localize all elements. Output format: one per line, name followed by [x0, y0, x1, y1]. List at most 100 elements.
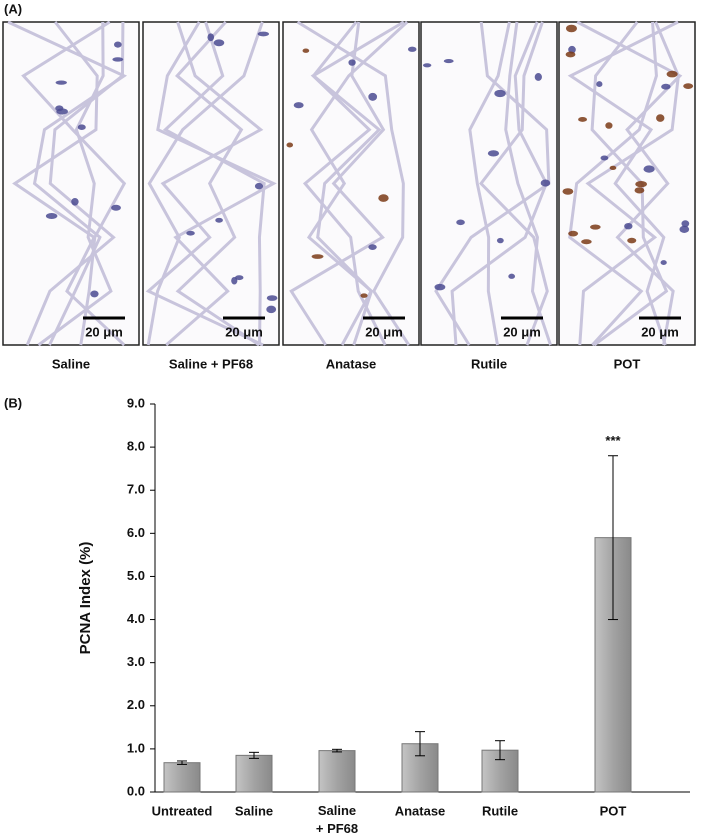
scale-bar-label: 20 μm	[225, 324, 263, 339]
image-caption: Anatase	[326, 356, 377, 371]
x-tick-label: Saline	[235, 803, 273, 818]
nucleus	[565, 51, 576, 58]
bar	[318, 750, 356, 793]
nucleus	[360, 293, 368, 298]
nucleus	[605, 122, 613, 129]
nucleus	[266, 305, 277, 314]
bar	[163, 762, 201, 793]
scale-bar-label: 20 μm	[365, 324, 403, 339]
nucleus	[681, 220, 690, 228]
nucleus	[661, 83, 671, 90]
nucleus	[660, 260, 667, 266]
y-tick-label: 1.0	[127, 740, 145, 755]
tissue	[25, 21, 125, 346]
nucleus	[207, 33, 215, 42]
nucleus	[508, 273, 516, 279]
tissue	[21, 20, 127, 346]
nucleus	[77, 124, 86, 130]
tissue	[37, 21, 113, 347]
tissue	[145, 21, 264, 347]
y-tick-label: 5.0	[127, 568, 145, 583]
tissue	[578, 21, 680, 346]
y-tick-label: 6.0	[127, 525, 145, 540]
tissue	[479, 21, 549, 346]
nucleus	[443, 59, 454, 64]
nucleus	[45, 213, 58, 220]
nucleus	[293, 102, 304, 109]
nucleus	[302, 48, 310, 53]
nucleus	[600, 155, 609, 161]
y-tick-label: 4.0	[127, 611, 145, 626]
image-caption: Rutile	[471, 356, 507, 371]
tissue	[504, 21, 552, 346]
nucleus	[494, 89, 506, 98]
nucleus	[368, 92, 378, 101]
tissue	[296, 20, 411, 346]
nucleus	[679, 225, 690, 233]
nucleus	[422, 63, 432, 68]
nucleus	[286, 142, 294, 148]
y-tick-label: 8.0	[127, 439, 145, 454]
nucleus	[368, 244, 377, 250]
nucleus	[534, 73, 542, 81]
nucleus	[496, 237, 504, 244]
tissue	[468, 21, 511, 346]
panel-label: (B)	[4, 395, 22, 410]
nucleus	[666, 70, 678, 78]
tissue	[162, 21, 266, 346]
tissue	[289, 21, 386, 346]
y-tick-label: 0.0	[127, 783, 145, 798]
nucleus	[609, 165, 617, 171]
x-tick-label: Saline + PF68	[316, 803, 358, 836]
nucleus	[186, 230, 195, 236]
nucleus	[634, 187, 645, 194]
nucleus	[624, 222, 633, 230]
nucleus	[627, 237, 637, 244]
nucleus	[235, 275, 244, 281]
y-axis-label: PCNA Index (%)	[77, 542, 94, 655]
x-tick-label: Untreated	[152, 803, 213, 818]
nucleus	[215, 217, 223, 223]
tissue	[568, 21, 658, 347]
nucleus	[254, 182, 264, 190]
tissue	[146, 21, 264, 346]
scale-bar-label: 20 μm	[85, 324, 123, 339]
nucleus	[596, 81, 603, 88]
nucleus	[55, 105, 64, 112]
tissue	[567, 20, 679, 346]
image-caption: Saline	[52, 356, 90, 371]
y-tick-label: 2.0	[127, 697, 145, 712]
nucleus	[114, 41, 122, 48]
x-tick-label: POT	[600, 803, 627, 818]
nucleus	[55, 80, 67, 85]
nucleus	[540, 179, 551, 187]
nucleus	[257, 31, 270, 37]
nucleus	[578, 116, 587, 122]
nucleus	[71, 197, 79, 206]
y-tick-label: 9.0	[127, 395, 145, 410]
image-caption: POT	[614, 356, 641, 371]
nucleus	[565, 24, 577, 33]
nucleus	[213, 39, 225, 47]
tissue	[12, 21, 126, 347]
y-tick-label: 7.0	[127, 482, 145, 497]
nucleus	[311, 254, 324, 259]
image-caption: Saline + PF68	[169, 356, 253, 371]
nucleus	[407, 46, 417, 52]
tissue	[156, 21, 277, 347]
tissue	[174, 20, 260, 347]
nucleus	[590, 224, 601, 230]
nucleus	[434, 283, 446, 291]
nucleus	[348, 59, 356, 66]
scale-bar-label: 20 μm	[503, 324, 541, 339]
nucleus	[378, 194, 389, 202]
nucleus	[562, 188, 574, 195]
nucleus	[643, 165, 655, 173]
nucleus	[111, 204, 121, 211]
nucleus	[456, 219, 465, 226]
tissue	[311, 21, 382, 346]
tissue	[7, 20, 128, 346]
nucleus	[90, 290, 99, 298]
nucleus	[683, 83, 694, 90]
